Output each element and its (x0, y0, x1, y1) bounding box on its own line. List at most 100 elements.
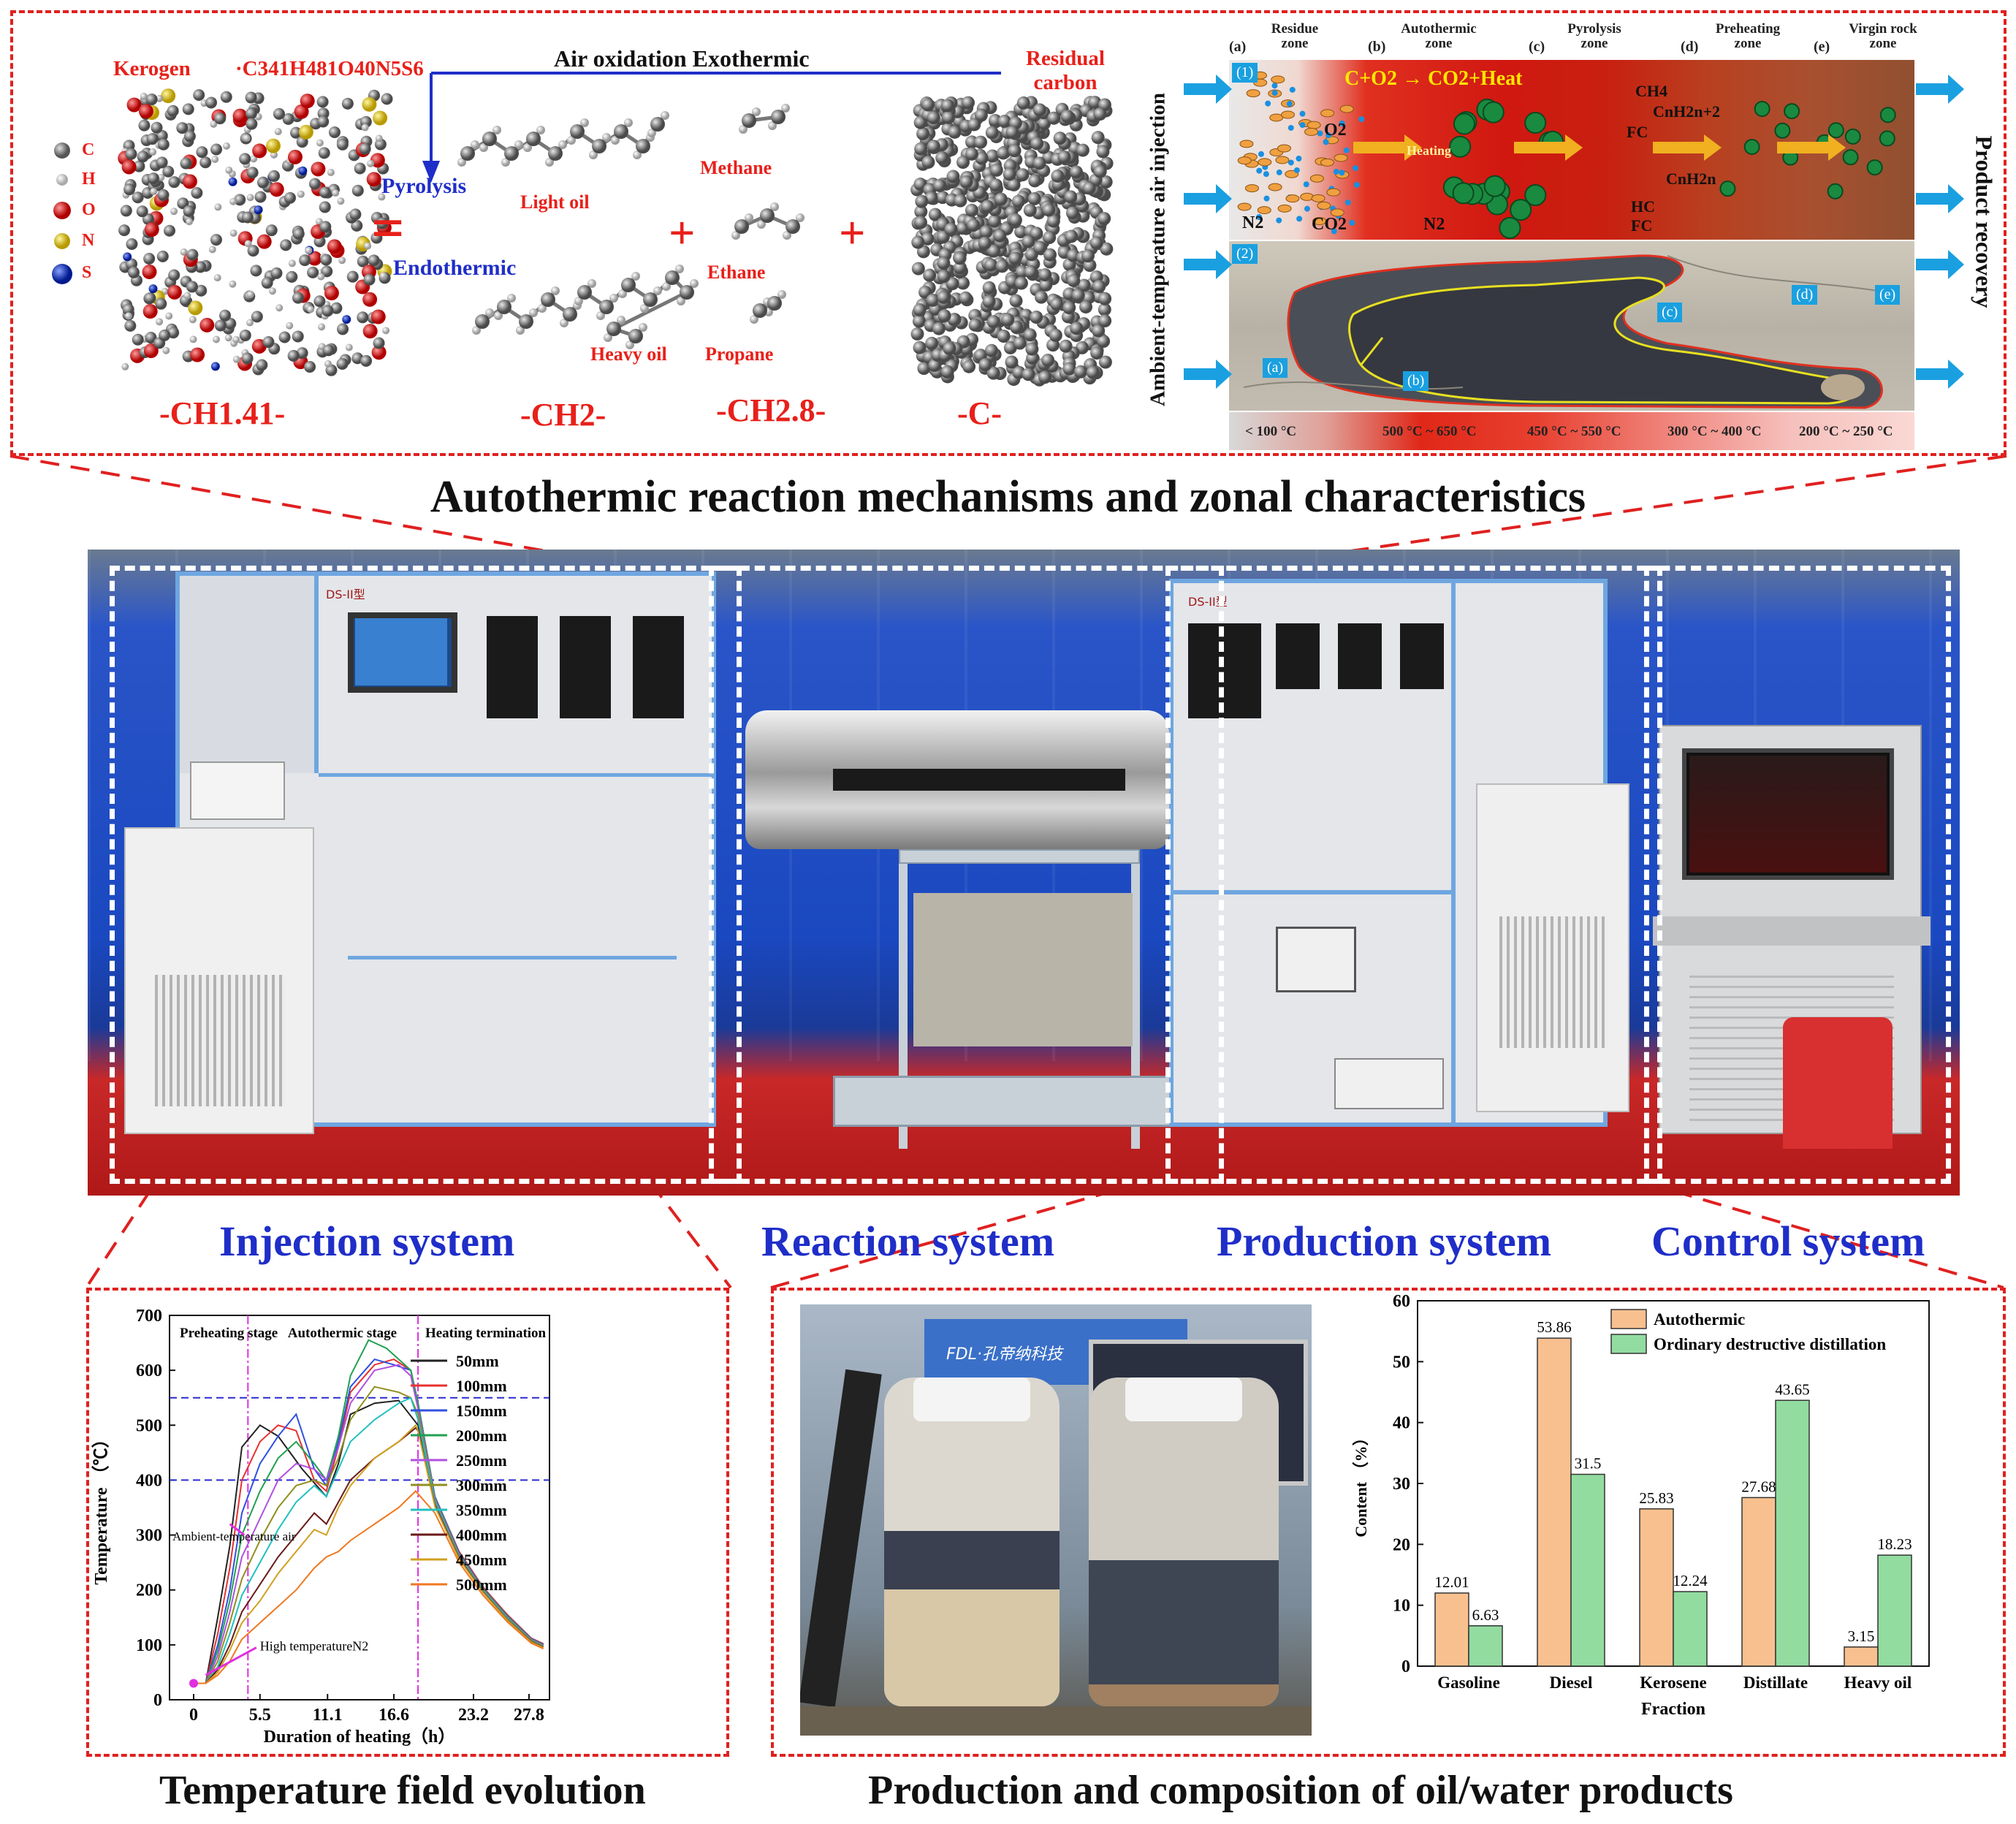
kerogen-label: Kerogen (113, 57, 191, 80)
stage-autothermic-label: Autothermic stage (288, 1326, 397, 1341)
bar-value-label: 25.83 (1639, 1489, 1673, 1507)
bar-kerosene-0 (1639, 1508, 1674, 1667)
atom-legend-icons (52, 142, 72, 284)
temp-ytick-label: 100 (136, 1636, 162, 1655)
temp-band-d: 300 °C ~ 400 °C (1667, 424, 1762, 439)
o2-label: O2 (1324, 121, 1347, 140)
temp-series-500mm (194, 1490, 544, 1684)
propane-molecule (750, 290, 786, 324)
caption-mechanisms: Autothermic reaction mechanisms and zona… (430, 472, 1586, 522)
temp-legend-label: 500mm (456, 1576, 507, 1594)
zone-panel-1-particles (1237, 71, 1896, 239)
bar-value-label: 12.24 (1673, 1572, 1708, 1589)
residual-carbon-image (910, 96, 1114, 387)
bar-distillate-1 (1775, 1399, 1810, 1667)
control-system-box (1644, 566, 1951, 1184)
temp-xtick-label: 23.2 (458, 1706, 489, 1725)
n2-label-right: N2 (1423, 215, 1445, 234)
bar-xlabel: Fraction (1641, 1700, 1705, 1719)
apparatus-photo: DS-II型 DS-II型 (88, 550, 1960, 1196)
n2-label-left: N2 (1242, 213, 1264, 232)
bar-legend-swatch (1610, 1309, 1647, 1329)
recovery-arrows (1916, 75, 1964, 389)
temp-band-b: 500 °C ~ 650 °C (1382, 424, 1477, 439)
co2-label: CO2 (1312, 215, 1347, 234)
zone-a-name: Residue zone (1271, 21, 1319, 51)
zone-headers: (a) Residue zone (b) Autothermic zone (c… (1229, 20, 1931, 58)
residual-carbon-label: Residual carbon (1026, 47, 1105, 95)
device-label-left: DS-II型 (326, 588, 365, 601)
plus-sign-2: + (839, 207, 866, 259)
production-system-label: Production system (1217, 1217, 1552, 1265)
temp-ylabel: Temperature （℃） (91, 1430, 111, 1584)
bar-value-label: 3.15 (1848, 1627, 1875, 1645)
bar-legend-swatch (1610, 1334, 1647, 1354)
temp-legend-label: 200mm (456, 1426, 507, 1445)
ethane-molecule (731, 202, 805, 240)
bar-value-label: 6.63 (1472, 1606, 1499, 1624)
light-oil-molecule (457, 111, 669, 167)
methane-molecule (739, 104, 790, 134)
temp-xtick-label: 0 (189, 1706, 198, 1725)
legend-O: O (82, 200, 96, 219)
formula-ch141: -CH1.41- (159, 395, 286, 431)
temp-legend-label: 250mm (456, 1451, 507, 1470)
annotation-high-temp-n2: High temperatureN2 (260, 1638, 368, 1653)
temp-legend-label: 400mm (456, 1526, 507, 1544)
bar-heavy-oil-1 (1877, 1554, 1912, 1667)
reaction-system-label: Reaction system (761, 1217, 1055, 1265)
caption-production: Production and composition of oil/water … (868, 1768, 1733, 1813)
stage-termination-label: Heating termination (425, 1326, 547, 1341)
oil-water-bottles-photo: FDL·孔帝纳科技 (800, 1304, 1312, 1736)
formula-ch2: -CH2- (520, 397, 606, 433)
production-system-box (1165, 566, 1662, 1184)
kerogen-formula: ·C341H481O40N5S6 (235, 57, 424, 80)
bar-heavy-oil-0 (1844, 1646, 1879, 1667)
bar-value-label: 27.68 (1741, 1478, 1776, 1495)
bottle-brand-text: FDL·孔帝纳科技 (946, 1345, 1062, 1364)
bar-ylabel: Content （%） (1352, 1429, 1370, 1537)
products-panel (771, 1288, 2006, 1757)
zone-d-letter: (d) (1681, 39, 1699, 55)
bar-category-label: Gasoline (1437, 1673, 1500, 1692)
formula-ch28: -CH2.8- (716, 392, 826, 428)
zone-b-name: Autothermic zone (1401, 21, 1477, 51)
temp-ytick-label: 0 (153, 1691, 162, 1710)
oxidation-arrow (422, 72, 1001, 183)
bar-ytick-label: 40 (1393, 1414, 1410, 1433)
panel-1-tag: (1) (1232, 63, 1258, 83)
temp-band-e: 200 °C ~ 250 °C (1799, 424, 1893, 439)
annotation-ambient-air: Ambient-temperature air (172, 1530, 296, 1543)
temp-ytick-label: 200 (136, 1581, 162, 1600)
cnh2n2-label: CnH2n+2 (1653, 102, 1721, 121)
bar-value-label: 12.01 (1434, 1573, 1469, 1591)
temp-xtick-label: 5.5 (249, 1706, 271, 1725)
temp-xtick-label: 11.1 (313, 1706, 343, 1725)
fc-label-2: FC (1631, 216, 1653, 235)
light-oil-label: Light oil (520, 191, 590, 213)
temp-band-c: 450 °C ~ 550 °C (1527, 424, 1621, 439)
temp-legend-label: 150mm (456, 1402, 507, 1420)
zone-e-letter: (e) (1814, 39, 1830, 55)
temp-series-450mm (194, 1424, 544, 1684)
temp-plot-frame (169, 1315, 550, 1700)
temp-ytick-label: 500 (136, 1416, 162, 1435)
temperature-band (1229, 412, 1914, 450)
annotation-ambient-air-arrow (229, 1523, 246, 1536)
caption-temperature: Temperature field evolution (159, 1768, 646, 1813)
bar-ytick-label: 20 (1393, 1535, 1410, 1554)
formula-c: -C- (957, 395, 1003, 431)
heavy-oil-molecule (472, 265, 699, 349)
bar-kerosene-1 (1673, 1591, 1708, 1667)
injection-system-label: Injection system (219, 1217, 515, 1265)
temp-legend-label: 300mm (456, 1476, 507, 1494)
injection-system-box (110, 566, 742, 1184)
temp-xlabel: Duration of heating（h） (264, 1727, 456, 1747)
cnh2n-label: CnH2n (1666, 170, 1716, 188)
hc-label: HC (1631, 197, 1655, 216)
bottle-right (1089, 1378, 1279, 1706)
temperature-panel (86, 1288, 729, 1757)
bar-legend-label: Autothermic (1654, 1310, 1745, 1329)
bar-gasoline-1 (1468, 1625, 1503, 1667)
bar-diesel-1 (1570, 1473, 1605, 1667)
